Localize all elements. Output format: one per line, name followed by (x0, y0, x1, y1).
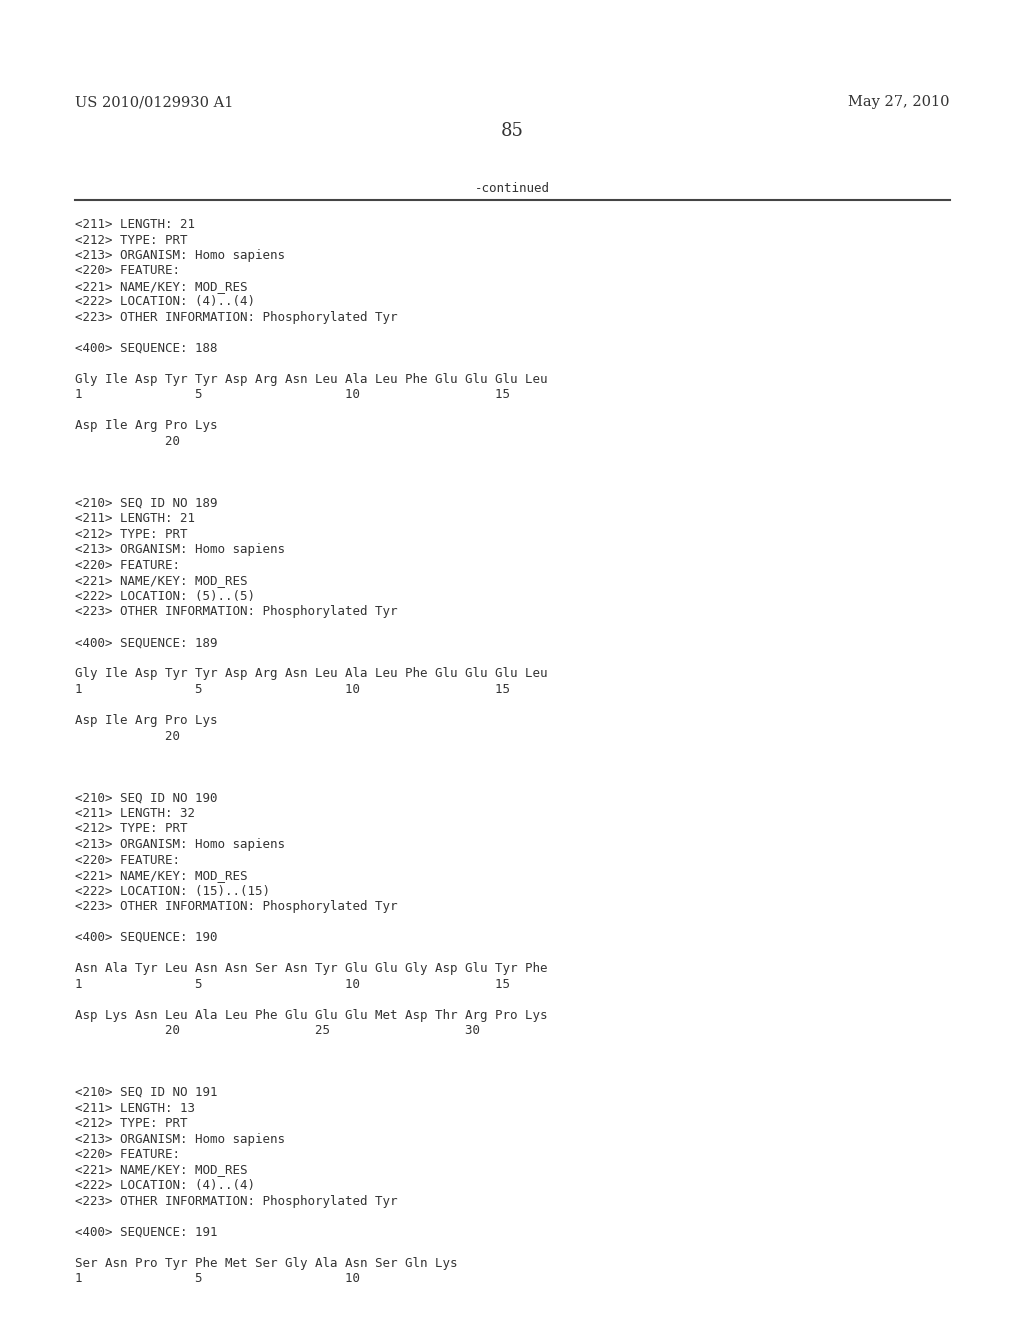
Text: <222> LOCATION: (4)..(4): <222> LOCATION: (4)..(4) (75, 296, 255, 309)
Text: <210> SEQ ID NO 190: <210> SEQ ID NO 190 (75, 792, 217, 804)
Text: <211> LENGTH: 32: <211> LENGTH: 32 (75, 807, 195, 820)
Text: Asp Ile Arg Pro Lys: Asp Ile Arg Pro Lys (75, 420, 217, 433)
Text: -continued: -continued (474, 182, 550, 195)
Text: <400> SEQUENCE: 188: <400> SEQUENCE: 188 (75, 342, 217, 355)
Text: <221> NAME/KEY: MOD_RES: <221> NAME/KEY: MOD_RES (75, 574, 248, 587)
Text: <210> SEQ ID NO 191: <210> SEQ ID NO 191 (75, 1086, 217, 1100)
Text: May 27, 2010: May 27, 2010 (849, 95, 950, 110)
Text: <223> OTHER INFORMATION: Phosphorylated Tyr: <223> OTHER INFORMATION: Phosphorylated … (75, 1195, 397, 1208)
Text: <213> ORGANISM: Homo sapiens: <213> ORGANISM: Homo sapiens (75, 249, 285, 261)
Text: <212> TYPE: PRT: <212> TYPE: PRT (75, 1117, 187, 1130)
Text: <221> NAME/KEY: MOD_RES: <221> NAME/KEY: MOD_RES (75, 1163, 248, 1176)
Text: <223> OTHER INFORMATION: Phosphorylated Tyr: <223> OTHER INFORMATION: Phosphorylated … (75, 606, 397, 619)
Text: <221> NAME/KEY: MOD_RES: <221> NAME/KEY: MOD_RES (75, 280, 248, 293)
Text: Ser Asn Pro Tyr Phe Met Ser Gly Ala Asn Ser Gln Lys: Ser Asn Pro Tyr Phe Met Ser Gly Ala Asn … (75, 1257, 458, 1270)
Text: <220> FEATURE:: <220> FEATURE: (75, 264, 180, 277)
Text: 1               5                   10                  15: 1 5 10 15 (75, 388, 510, 401)
Text: <400> SEQUENCE: 190: <400> SEQUENCE: 190 (75, 931, 217, 944)
Text: 1               5                   10: 1 5 10 (75, 1272, 360, 1284)
Text: 20                  25                  30: 20 25 30 (75, 1024, 480, 1038)
Text: <220> FEATURE:: <220> FEATURE: (75, 1148, 180, 1162)
Text: <211> LENGTH: 21: <211> LENGTH: 21 (75, 512, 195, 525)
Text: <212> TYPE: PRT: <212> TYPE: PRT (75, 234, 187, 247)
Text: 1               5                   10                  15: 1 5 10 15 (75, 978, 510, 990)
Text: Asn Ala Tyr Leu Asn Asn Ser Asn Tyr Glu Glu Gly Asp Glu Tyr Phe: Asn Ala Tyr Leu Asn Asn Ser Asn Tyr Glu … (75, 962, 548, 975)
Text: 20: 20 (75, 730, 180, 742)
Text: <223> OTHER INFORMATION: Phosphorylated Tyr: <223> OTHER INFORMATION: Phosphorylated … (75, 900, 397, 913)
Text: <220> FEATURE:: <220> FEATURE: (75, 854, 180, 866)
Text: <223> OTHER INFORMATION: Phosphorylated Tyr: <223> OTHER INFORMATION: Phosphorylated … (75, 312, 397, 323)
Text: <210> SEQ ID NO 189: <210> SEQ ID NO 189 (75, 498, 217, 510)
Text: <222> LOCATION: (5)..(5): <222> LOCATION: (5)..(5) (75, 590, 255, 603)
Text: <222> LOCATION: (4)..(4): <222> LOCATION: (4)..(4) (75, 1179, 255, 1192)
Text: 85: 85 (501, 121, 523, 140)
Text: Gly Ile Asp Tyr Tyr Asp Arg Asn Leu Ala Leu Phe Glu Glu Glu Leu: Gly Ile Asp Tyr Tyr Asp Arg Asn Leu Ala … (75, 374, 548, 385)
Text: <213> ORGANISM: Homo sapiens: <213> ORGANISM: Homo sapiens (75, 838, 285, 851)
Text: Asp Lys Asn Leu Ala Leu Phe Glu Glu Glu Met Asp Thr Arg Pro Lys: Asp Lys Asn Leu Ala Leu Phe Glu Glu Glu … (75, 1008, 548, 1022)
Text: US 2010/0129930 A1: US 2010/0129930 A1 (75, 95, 233, 110)
Text: <211> LENGTH: 21: <211> LENGTH: 21 (75, 218, 195, 231)
Text: <221> NAME/KEY: MOD_RES: <221> NAME/KEY: MOD_RES (75, 869, 248, 882)
Text: 20: 20 (75, 436, 180, 447)
Text: <400> SEQUENCE: 191: <400> SEQUENCE: 191 (75, 1225, 217, 1238)
Text: <220> FEATURE:: <220> FEATURE: (75, 558, 180, 572)
Text: <222> LOCATION: (15)..(15): <222> LOCATION: (15)..(15) (75, 884, 270, 898)
Text: 1               5                   10                  15: 1 5 10 15 (75, 682, 510, 696)
Text: <212> TYPE: PRT: <212> TYPE: PRT (75, 822, 187, 836)
Text: <213> ORGANISM: Homo sapiens: <213> ORGANISM: Homo sapiens (75, 544, 285, 557)
Text: Gly Ile Asp Tyr Tyr Asp Arg Asn Leu Ala Leu Phe Glu Glu Glu Leu: Gly Ile Asp Tyr Tyr Asp Arg Asn Leu Ala … (75, 668, 548, 681)
Text: <213> ORGANISM: Homo sapiens: <213> ORGANISM: Homo sapiens (75, 1133, 285, 1146)
Text: <211> LENGTH: 13: <211> LENGTH: 13 (75, 1101, 195, 1114)
Text: Asp Ile Arg Pro Lys: Asp Ile Arg Pro Lys (75, 714, 217, 727)
Text: <212> TYPE: PRT: <212> TYPE: PRT (75, 528, 187, 541)
Text: <400> SEQUENCE: 189: <400> SEQUENCE: 189 (75, 636, 217, 649)
